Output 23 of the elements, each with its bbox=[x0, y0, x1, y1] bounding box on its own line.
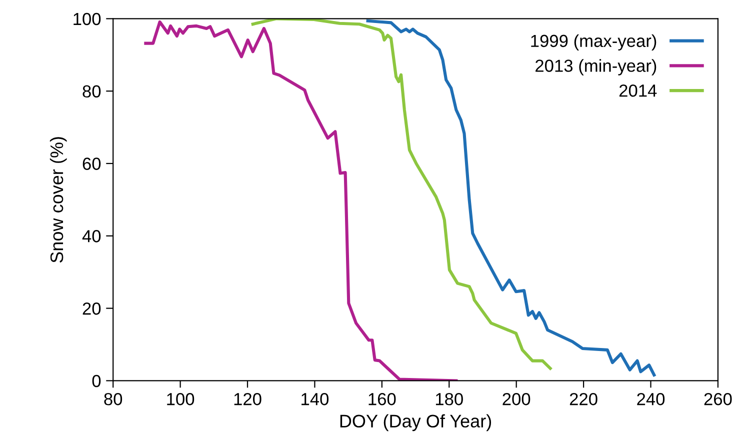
legend-label: 1999 (max-year) bbox=[531, 34, 656, 50]
y-tick-label: 80 bbox=[82, 85, 101, 98]
x-axis-title: DOY (Day Of Year) bbox=[340, 414, 492, 432]
y-tick-label: 60 bbox=[82, 158, 101, 170]
y-tick-label: 20 bbox=[82, 302, 101, 315]
x-tick-label: 80 bbox=[104, 392, 122, 406]
x-tick-label: 160 bbox=[368, 392, 396, 406]
legend-label: 2013 (min-year) bbox=[536, 59, 656, 76]
x-tick-label: 260 bbox=[704, 392, 732, 406]
x-tick-label: 200 bbox=[502, 392, 530, 406]
y-tick-label: 40 bbox=[82, 230, 101, 242]
line-series bbox=[366, 19, 656, 376]
y-tick-label: 0 bbox=[92, 374, 101, 388]
x-tick-label: 180 bbox=[436, 392, 463, 406]
legend-label: 2014 bbox=[619, 84, 657, 97]
x-tick-label: 220 bbox=[570, 392, 598, 406]
x-tick-label: 240 bbox=[637, 392, 665, 406]
line-series bbox=[144, 20, 458, 381]
x-tick-label: 120 bbox=[234, 392, 262, 406]
y-axis-title: Snow cover (%) bbox=[50, 137, 67, 263]
x-tick-label: 100 bbox=[167, 392, 194, 406]
x-tick-label: 140 bbox=[302, 392, 329, 406]
y-tick-label: 100 bbox=[74, 12, 101, 26]
